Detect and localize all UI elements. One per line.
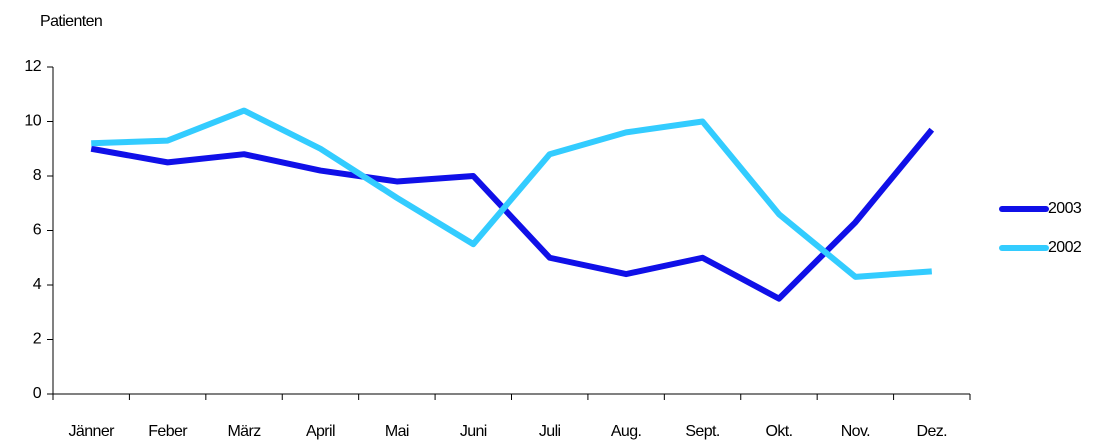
legend-label: 2002 — [1048, 239, 1082, 256]
x-tick-label: Okt. — [765, 423, 792, 440]
y-tick-label: 10 — [24, 113, 41, 130]
data-line — [91, 107, 933, 280]
x-tick-label: Sept. — [685, 423, 719, 440]
x-tick-label: Juli — [539, 423, 561, 440]
x-tick-label: Dez. — [917, 423, 948, 440]
x-tick-label: Jänner — [69, 423, 116, 440]
x-tick-label: Feber — [148, 423, 188, 440]
y-axis-label: Patienten — [40, 13, 102, 30]
x-tick-label: Juni — [460, 423, 487, 440]
x-tick-label: Mai — [385, 423, 409, 440]
y-tick-label: 8 — [33, 167, 42, 184]
y-tick-label: 12 — [24, 58, 41, 75]
y-tick-label: 6 — [33, 222, 42, 239]
x-tick-label: Aug. — [611, 423, 642, 440]
legend-label: 2003 — [1048, 200, 1082, 217]
y-tick-label: 2 — [33, 331, 42, 348]
data-line — [90, 127, 935, 302]
y-tick-label: 0 — [33, 385, 42, 402]
x-tick-label: Nov. — [841, 423, 870, 440]
y-tick-label: 4 — [33, 276, 42, 293]
x-tick-label: April — [306, 423, 335, 440]
x-tick-label: März — [227, 423, 261, 440]
